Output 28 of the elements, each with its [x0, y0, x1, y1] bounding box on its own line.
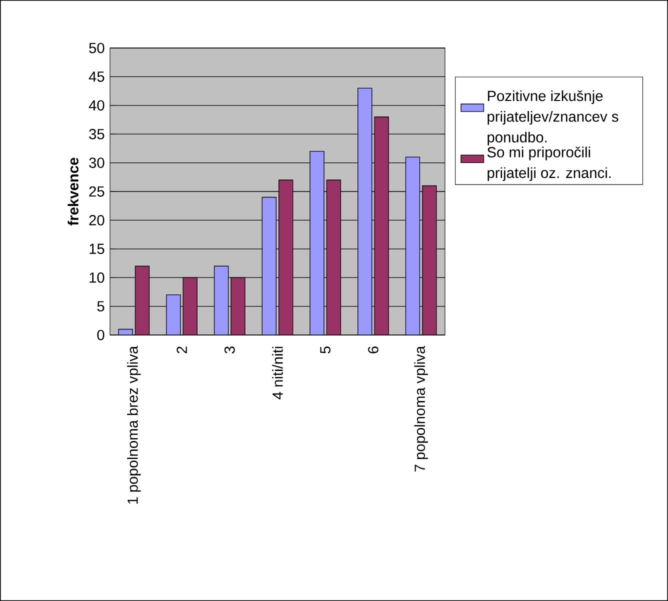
x-tick-label: 6 — [368, 346, 378, 354]
bar — [134, 266, 150, 335]
x-tick-label: 1 popolnoma brez vpliva — [127, 346, 141, 504]
x-tick-label: 3 — [224, 346, 235, 354]
bar — [182, 277, 198, 335]
legend-label: So mi priporočili prijatelji oz. znanci. — [487, 146, 611, 181]
y-tick-label: 10 — [90, 272, 104, 283]
bar — [374, 116, 389, 335]
y-tick-label: 45 — [88, 72, 104, 82]
legend-label: Pozitivne izkušnje prijateljev/znancev s ponudbo. — [488, 90, 618, 146]
y-axis-title: frekvence — [68, 158, 78, 226]
y-tick-label: 0 — [97, 330, 104, 340]
y-tick-label: 25 — [89, 186, 104, 197]
y-tick-label: 20 — [89, 215, 104, 226]
bar — [278, 180, 294, 335]
x-tick-label: 2 — [176, 346, 187, 354]
x-tick-label: 7 popolnoma vpliva — [414, 346, 428, 472]
bar — [422, 185, 437, 335]
y-tick-label: 40 — [88, 100, 104, 111]
y-tick-label: 15 — [90, 244, 104, 254]
bar — [230, 277, 246, 335]
y-tick-label: 30 — [89, 158, 104, 168]
y-tick-label: 35 — [89, 128, 104, 140]
y-tick-label: 5 — [97, 301, 104, 312]
x-tick-label: 5 — [320, 346, 330, 354]
y-tick-label: 50 — [89, 42, 104, 54]
x-tick-label: 4 niti/niti — [272, 346, 283, 400]
bar — [326, 180, 342, 335]
